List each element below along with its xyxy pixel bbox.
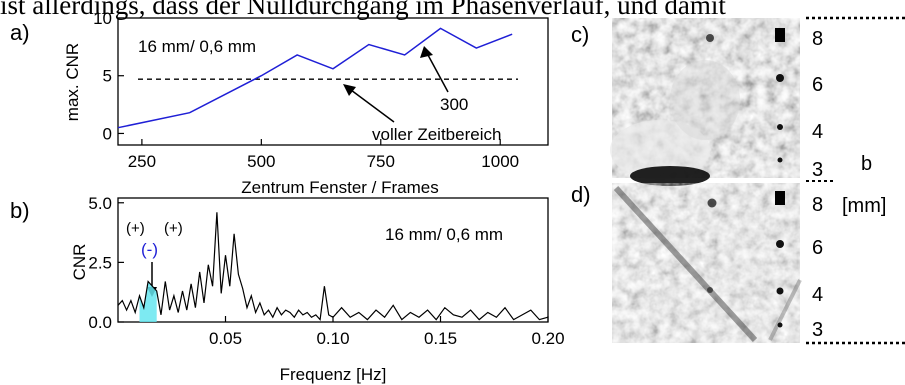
image-d-dot-2 (776, 287, 784, 295)
chart-a-annotation: 16 mm/ 0,6 mm (138, 37, 256, 56)
panel-d-tick-6: 6 (812, 237, 823, 259)
chart-a-arrow-full (350, 89, 395, 123)
image-d-dot-3 (777, 322, 783, 328)
panel-c-tick-4: 4 (812, 121, 823, 143)
chart-a-ylabel: max. CNR (63, 43, 82, 121)
panel-d-tick-3: 3 (812, 319, 823, 341)
chart-b-series-line (117, 212, 549, 321)
chart-a-ytick-label: 5 (103, 67, 112, 86)
chart-b-ylabel: CNR (70, 244, 89, 281)
panel-b-label: b) (10, 198, 30, 223)
chart-b-xtick-label: 0.15 (424, 329, 457, 348)
chart-a-xtick-label: 250 (128, 152, 156, 171)
chart-a: max. CNR Zentrum Fenster / Frames 16 mm/… (63, 9, 549, 197)
panel-c-tick-8: 8 (812, 28, 823, 50)
image-c (610, 16, 905, 186)
panel-c-tick-3: 3 (812, 159, 823, 181)
image-c-bright-blob-2 (670, 60, 740, 140)
image-c-dot-2 (777, 124, 783, 130)
chart-a-arrowhead-full (343, 84, 356, 96)
chart-b-ytick-label: 0.0 (88, 313, 112, 332)
panel-c-label: c) (571, 22, 589, 47)
image-d-diagonal (613, 185, 758, 343)
chart-b-xtick-label: 0.20 (531, 329, 564, 348)
panel-d-label: d) (571, 182, 591, 207)
chart-b: CNR Frequenz [Hz] 16 mm/ 0,6 mm (+) (+) … (70, 194, 565, 384)
chart-b-ytick-label: 5.0 (88, 194, 112, 213)
chart-a-arrowhead-300 (420, 46, 433, 58)
image-d (612, 183, 905, 345)
chart-b-highlight (139, 281, 157, 322)
chart-b-frame (117, 197, 549, 323)
b-unit: [mm] (842, 195, 886, 217)
image-c-dot-3 (777, 157, 783, 163)
chart-b-plus-left: (+) (126, 220, 145, 237)
chart-a-ytick-label: 10 (93, 9, 112, 28)
chart-b-plus-right: (+) (164, 220, 183, 237)
b-symbol: b (861, 153, 872, 175)
chart-b-xlabel: Frequenz [Hz] (280, 365, 387, 384)
image-d-dot-5 (707, 287, 713, 293)
image-c-dot-1 (776, 74, 784, 82)
header-text: ist allerdings, dass der Nulldurchgang i… (0, 0, 726, 20)
panel-c-tick-6: 6 (812, 74, 823, 96)
image-d-noise (612, 183, 800, 343)
chart-a-arrow-300 (427, 54, 449, 93)
chart-b-minus-marker: (-) (141, 240, 158, 259)
chart-a-xlabel: Zentrum Fenster / Frames (241, 178, 438, 197)
panel-a-label: a) (10, 20, 30, 45)
image-c-dark-edge (630, 166, 710, 186)
chart-a-xtick-label: 500 (247, 152, 275, 171)
image-c-bright-blob (610, 120, 710, 180)
chart-a-callout-300: 300 (440, 95, 468, 114)
chart-b-xtick-label: 0.10 (316, 329, 349, 348)
image-d-marker-top (775, 191, 785, 205)
chart-a-xtick-label: 750 (367, 152, 395, 171)
image-d-diagonal-2 (768, 279, 802, 341)
chart-a-series-line (117, 27, 513, 129)
chart-b-annotation: 16 mm/ 0,6 mm (385, 225, 503, 244)
image-d-dot-1 (776, 240, 784, 248)
image-c-dot-4 (706, 34, 714, 42)
image-c-marker-top (775, 28, 785, 42)
chart-b-xtick-label: 0.05 (209, 329, 242, 348)
chart-b-ytick-label: 2.5 (88, 253, 112, 272)
panel-d-tick-8: 8 (812, 194, 823, 216)
chart-a-xtick-label: 1000 (481, 152, 519, 171)
chart-a-callout-full: voller Zeitbereich (372, 125, 501, 144)
chart-a-frame (117, 17, 549, 146)
image-d-dot-4 (707, 198, 717, 208)
chart-a-ytick-label: 0 (103, 124, 112, 143)
panel-d-tick-4: 4 (812, 284, 823, 306)
